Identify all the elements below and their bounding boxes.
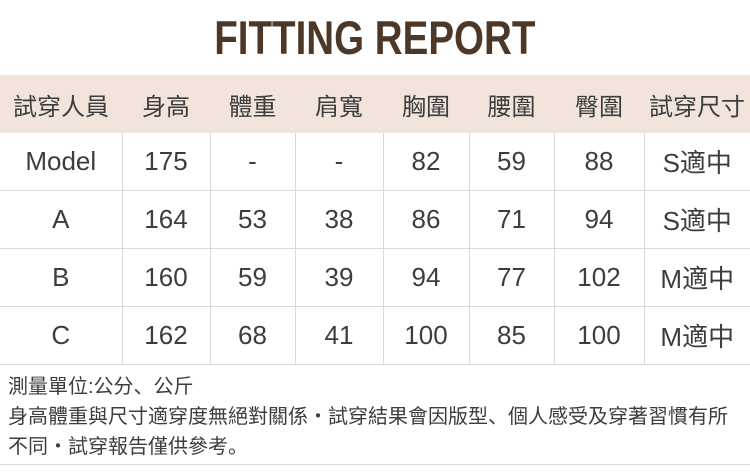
disclaimer-note: 身高體重與尺寸適穿度無絕對關係・試穿結果會因版型、個人感受及穿著習慣有所不同・試… [8, 406, 728, 458]
cell-shoulder: - [294, 133, 384, 191]
cell-chest: 82 [382, 133, 470, 191]
cell-waist: 77 [468, 248, 555, 307]
column-header-tester: 試穿人員 [0, 75, 122, 133]
footnotes: 測量單位:公分、公斤 身高體重與尺寸適穿度無絕對關係・試穿結果會因版型、個人感受… [0, 365, 750, 465]
column-header-waist: 腰圍 [469, 75, 554, 133]
cell-weight: 53 [209, 190, 296, 249]
cell-tester: B [0, 248, 123, 307]
cell-fitting-size: S適中 [643, 133, 750, 191]
cell-hip: 102 [553, 248, 645, 307]
page-title: FITTING REPORT [214, 11, 536, 64]
cell-chest: 94 [382, 248, 470, 307]
report-title-bar: FITTING REPORT [0, 0, 750, 75]
column-header-height: 身高 [122, 75, 210, 133]
column-header-fitting-size: 試穿尺寸 [644, 75, 750, 133]
column-header-chest: 胸圍 [383, 75, 469, 133]
cell-tester: A [0, 190, 123, 249]
cell-chest: 100 [382, 306, 470, 365]
table-row-b: B 160 59 39 94 77 102 M適中 [0, 248, 750, 307]
cell-hip: 88 [553, 133, 645, 191]
cell-fitting-size: S適中 [643, 190, 750, 249]
table-row-a: A 164 53 38 86 71 94 S適中 [0, 190, 750, 249]
cell-height: 162 [121, 306, 211, 365]
cell-hip: 94 [553, 190, 645, 249]
cell-tester: Model [0, 133, 123, 191]
cell-height: 175 [121, 133, 211, 191]
cell-chest: 86 [382, 190, 470, 249]
cell-weight: 68 [209, 306, 296, 365]
cell-weight: - [209, 133, 296, 191]
cell-shoulder: 41 [294, 306, 384, 365]
cell-weight: 59 [209, 248, 296, 307]
cell-fitting-size: M適中 [643, 248, 750, 307]
cell-fitting-size: M適中 [643, 306, 750, 365]
cell-shoulder: 38 [294, 190, 384, 249]
cell-waist: 85 [468, 306, 555, 365]
table-row-model: Model 175 - - 82 59 88 S適中 [0, 133, 750, 191]
column-header-shoulder: 肩寬 [295, 75, 383, 133]
table-row-c: C 162 68 41 100 85 100 M適中 [0, 306, 750, 365]
cell-waist: 59 [468, 133, 555, 191]
cell-tester: C [0, 306, 123, 365]
cell-hip: 100 [553, 306, 645, 365]
cell-shoulder: 39 [294, 248, 384, 307]
column-header-hip: 臀圍 [554, 75, 644, 133]
table-header-row: 試穿人員 身高 體重 肩寬 胸圍 腰圍 臀圍 試穿尺寸 [0, 75, 750, 133]
column-header-weight: 體重 [210, 75, 295, 133]
measurement-units-note: 測量單位:公分、公斤 [8, 376, 194, 398]
cell-waist: 71 [468, 190, 555, 249]
cell-height: 164 [121, 190, 211, 249]
cell-height: 160 [121, 248, 211, 307]
fitting-table: 試穿人員 身高 體重 肩寬 胸圍 腰圍 臀圍 試穿尺寸 Model 175 - … [0, 75, 750, 365]
